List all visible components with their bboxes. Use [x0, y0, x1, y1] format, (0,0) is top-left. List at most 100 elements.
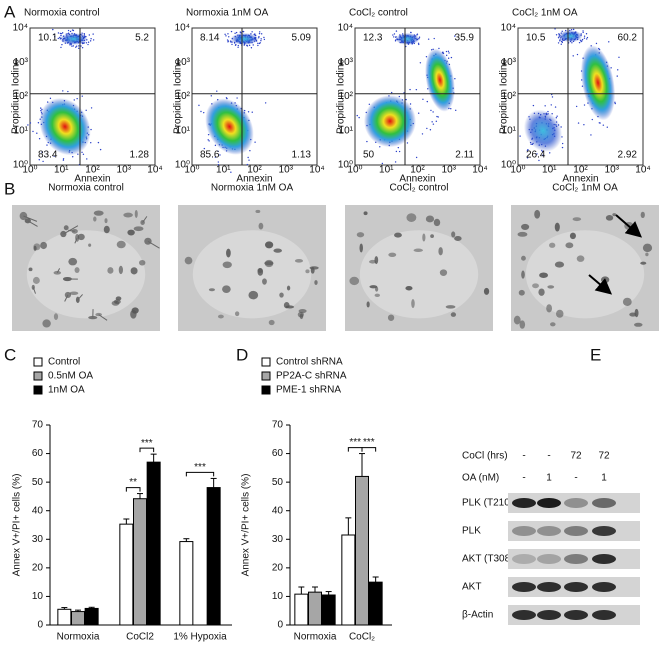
- density-dot: [248, 44, 251, 47]
- density-dot: [36, 132, 38, 134]
- density-cloud: [523, 109, 563, 152]
- density-dot: [60, 46, 62, 49]
- density-dot: [616, 75, 618, 77]
- cell: [42, 319, 51, 328]
- x-tick-label: 10²: [410, 165, 425, 176]
- x-tick-label: 10³: [117, 165, 132, 176]
- blot-band: [564, 582, 588, 592]
- x-tick-label: Normoxia: [294, 632, 337, 643]
- density-dot: [69, 30, 72, 33]
- blot-band: [537, 554, 561, 564]
- neurite: [63, 225, 79, 235]
- density-dot: [203, 147, 206, 150]
- blot-band: [592, 554, 616, 564]
- density-dot: [417, 112, 420, 114]
- density-dot: [437, 116, 439, 118]
- cell: [546, 304, 553, 313]
- cell: [93, 210, 104, 216]
- blot-band: [512, 582, 536, 592]
- cell: [33, 243, 41, 251]
- y-tick-label: 10¹: [502, 125, 517, 136]
- cell: [521, 255, 526, 261]
- image-shade: [26, 230, 146, 319]
- plot-frame: [191, 27, 318, 166]
- y-tick-label: 10⁴: [175, 23, 190, 34]
- bar: [341, 534, 356, 626]
- density-dot: [559, 40, 561, 42]
- density-dot: [46, 144, 48, 146]
- cell: [555, 309, 564, 318]
- cell: [518, 289, 525, 296]
- density-dot: [76, 97, 78, 100]
- significance-bracket: [361, 447, 377, 452]
- density-dot: [71, 45, 73, 47]
- condition-label: CoCl (hrs): [462, 451, 508, 462]
- cell: [88, 243, 92, 247]
- density-dot: [435, 120, 438, 122]
- density-dot: [62, 158, 65, 160]
- density-dot: [37, 122, 40, 124]
- density-dot: [393, 36, 395, 38]
- neurite: [56, 268, 61, 274]
- density-dot: [595, 42, 598, 45]
- legend-swatch: [33, 357, 43, 367]
- cell: [262, 278, 267, 285]
- condition-value: -: [574, 473, 577, 484]
- x-tick-label: 10⁰: [347, 165, 362, 176]
- density-dot: [77, 47, 80, 49]
- condition-value: -: [547, 451, 550, 462]
- cell: [394, 232, 402, 238]
- condition-value: 1: [546, 473, 552, 484]
- cell: [374, 256, 379, 265]
- y-tick-label: 10⁰: [13, 160, 28, 171]
- cell: [374, 293, 380, 298]
- cell: [234, 311, 240, 317]
- density-dot: [90, 38, 92, 40]
- density-dot: [198, 104, 200, 107]
- density-dot: [227, 33, 229, 35]
- density-dot: [242, 30, 244, 33]
- cell: [547, 285, 555, 289]
- x-tick-label: 10¹: [379, 165, 394, 176]
- legend-label: Control: [48, 357, 80, 368]
- density-dot: [225, 97, 228, 99]
- quadrant-value: 35.9: [455, 33, 475, 44]
- density-dot: [231, 43, 233, 46]
- cell: [538, 288, 545, 296]
- condition-value: -: [522, 473, 525, 484]
- legend-swatch: [33, 385, 43, 395]
- density-dot: [583, 124, 585, 126]
- y-tick-label: 10³: [339, 57, 354, 68]
- quadrant-value: 10.1: [38, 33, 58, 44]
- cell: [634, 322, 643, 327]
- density-dot: [263, 36, 265, 39]
- density-dot: [379, 146, 381, 148]
- cell: [612, 213, 617, 217]
- cell: [387, 314, 395, 321]
- y-tick-label: 10¹: [176, 125, 191, 136]
- density-dot: [203, 111, 205, 114]
- density-dot: [237, 44, 240, 47]
- density-dot: [572, 28, 575, 31]
- y-tick-label: 0: [37, 620, 43, 631]
- y-tick-label: 10: [272, 591, 284, 602]
- y-tick-label: 0: [277, 620, 283, 631]
- cell: [116, 240, 126, 249]
- image-title: CoCl₂ control: [390, 183, 449, 194]
- cell: [268, 319, 275, 326]
- density-dot: [59, 32, 62, 35]
- blot-row-label: PLK (T210): [462, 498, 513, 509]
- cell: [629, 312, 637, 317]
- cell: [93, 216, 97, 222]
- arrow: [588, 274, 613, 295]
- y-tick-label: 10⁴: [13, 23, 28, 34]
- density-dot: [88, 34, 91, 36]
- density-dot: [429, 129, 432, 131]
- quadrant-value: 1.13: [292, 150, 312, 161]
- density-dot: [366, 140, 368, 143]
- x-tick-label: 10¹: [542, 165, 557, 176]
- density-dot: [210, 95, 213, 97]
- y-tick-label: 10²: [339, 91, 354, 102]
- bar: [133, 498, 147, 626]
- cell: [640, 261, 647, 265]
